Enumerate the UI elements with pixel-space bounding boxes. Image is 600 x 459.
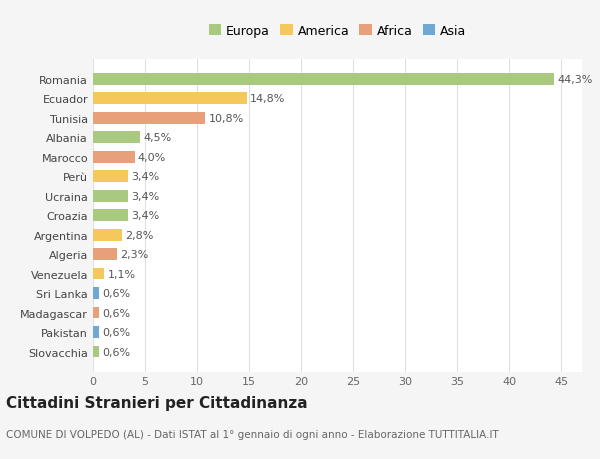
Bar [93,326,99,338]
Text: 1,1%: 1,1% [107,269,136,279]
Text: 3,4%: 3,4% [131,211,160,221]
Bar [93,93,247,105]
Legend: Europa, America, Africa, Asia: Europa, America, Africa, Asia [206,22,469,40]
Text: 10,8%: 10,8% [208,113,244,123]
Text: 14,8%: 14,8% [250,94,286,104]
Bar [93,268,104,280]
Text: 0,6%: 0,6% [103,288,130,298]
Text: Cittadini Stranieri per Cittadinanza: Cittadini Stranieri per Cittadinanza [6,395,308,410]
Bar [93,74,554,85]
Text: 2,3%: 2,3% [120,250,148,260]
Bar [93,346,99,358]
Text: 3,4%: 3,4% [131,172,160,182]
Text: 4,5%: 4,5% [143,133,171,143]
Text: 4,0%: 4,0% [138,152,166,162]
Bar [93,190,128,202]
Text: 0,6%: 0,6% [103,327,130,337]
Bar [93,210,128,222]
Bar [93,151,134,163]
Bar [93,288,99,299]
Bar [93,171,128,183]
Text: 0,6%: 0,6% [103,347,130,357]
Bar [93,113,205,124]
Text: COMUNE DI VOLPEDO (AL) - Dati ISTAT al 1° gennaio di ogni anno - Elaborazione TU: COMUNE DI VOLPEDO (AL) - Dati ISTAT al 1… [6,429,499,439]
Text: 0,6%: 0,6% [103,308,130,318]
Bar [93,249,117,260]
Bar [93,307,99,319]
Text: 44,3%: 44,3% [557,75,592,84]
Bar [93,230,122,241]
Text: 2,8%: 2,8% [125,230,154,240]
Text: 3,4%: 3,4% [131,191,160,202]
Bar [93,132,140,144]
